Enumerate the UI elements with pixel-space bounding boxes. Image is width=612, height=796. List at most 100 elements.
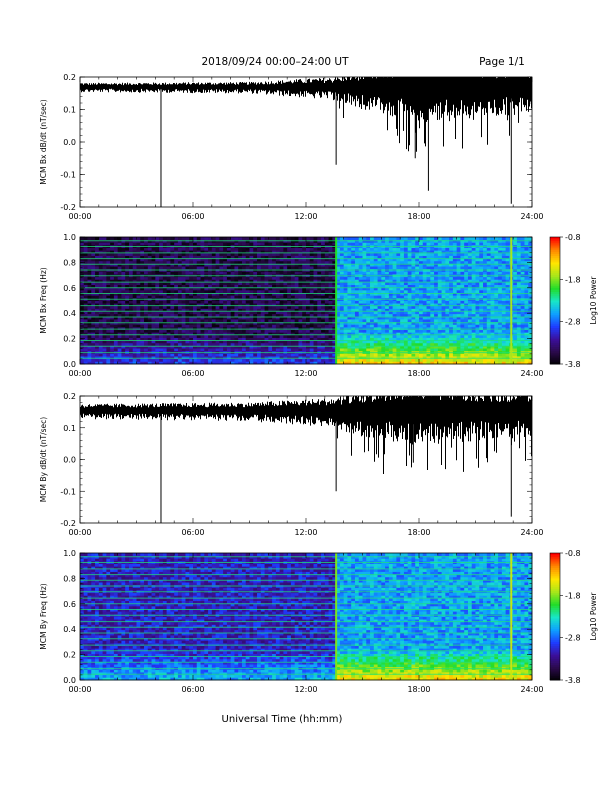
spectrogram-cell — [201, 277, 205, 280]
spectrogram-cell — [140, 271, 144, 274]
spectrogram-cell — [118, 261, 122, 264]
spectrogram-cell — [317, 237, 321, 240]
spectrogram-cell — [351, 290, 355, 293]
spectrogram-cell — [159, 330, 163, 333]
spectrogram-cell — [250, 237, 254, 240]
spectrogram-cell — [201, 324, 205, 327]
spectrogram-cell — [103, 343, 107, 346]
spectrogram-cell — [434, 306, 438, 309]
spectrogram-cell — [182, 261, 186, 264]
spectrogram-cell — [283, 353, 287, 356]
spectrogram-cell — [148, 271, 152, 274]
spectrogram-cell — [321, 359, 325, 362]
spectrogram-cell — [314, 261, 318, 264]
spectrogram-cell — [163, 242, 167, 245]
spectrogram-cell — [400, 353, 404, 356]
spectrogram-cell — [223, 271, 227, 274]
spectrogram-cell — [449, 301, 453, 304]
spectrogram-cell — [182, 324, 186, 327]
spectrogram-cell — [121, 301, 125, 304]
spectrogram-cell — [396, 306, 400, 309]
spectrogram-cell — [227, 248, 231, 251]
spectrogram-cell — [84, 290, 88, 293]
spectrogram-cell — [144, 266, 148, 269]
spectrogram-cell — [415, 319, 419, 322]
spectrogram-cell — [167, 290, 171, 293]
spectrogram-cell — [340, 242, 344, 245]
spectrogram-cell — [231, 261, 235, 264]
spectrogram-cell — [408, 324, 412, 327]
spectrogram-cell — [212, 295, 216, 298]
spectrogram-cell — [250, 301, 254, 304]
spectrogram-cell — [212, 330, 216, 333]
spectrogram-cell — [91, 348, 95, 351]
spectrogram-cell — [99, 359, 103, 362]
spectrogram-cell — [396, 319, 400, 322]
spectrogram-cell — [167, 237, 171, 240]
spectrogram-cell — [103, 242, 107, 245]
spectrogram-cell — [238, 348, 242, 351]
spectrogram-cell — [396, 335, 400, 338]
spectrogram-cell — [276, 330, 280, 333]
spectrogram-cell — [374, 277, 378, 280]
spectrogram-cell — [298, 353, 302, 356]
spectrogram-cell — [204, 295, 208, 298]
spectrogram-cell — [298, 261, 302, 264]
spectrogram-cell — [110, 343, 114, 346]
spectrogram-cell — [385, 319, 389, 322]
spectrogram-cell — [434, 290, 438, 293]
spectrogram-cell — [389, 248, 393, 251]
spectrogram-cell — [201, 353, 205, 356]
spectrogram-cell — [152, 343, 156, 346]
spectrogram-cell — [419, 242, 423, 245]
spectrogram-cell — [170, 330, 174, 333]
spectrogram-cell — [219, 271, 223, 274]
spectrogram-cell — [182, 248, 186, 251]
spectrogram-cell — [257, 237, 261, 240]
spectrogram-cell — [298, 266, 302, 269]
spectrogram-cell — [129, 314, 133, 317]
spectrogram-cell — [389, 306, 393, 309]
spectrogram-cell — [276, 237, 280, 240]
spectrogram-cell — [121, 261, 125, 264]
spectrogram-cell — [106, 330, 110, 333]
spectrogram-cell — [393, 343, 397, 346]
spectrogram-cell — [340, 295, 344, 298]
spectrogram-cell — [125, 324, 129, 327]
spectrogram-cell — [178, 330, 182, 333]
spectrogram-cell — [419, 319, 423, 322]
spectrogram-cell — [302, 242, 306, 245]
spectrogram-cell — [408, 266, 412, 269]
spectrogram-cell — [404, 348, 408, 351]
spectrogram-cell — [152, 301, 156, 304]
spectrogram-cell — [99, 335, 103, 338]
spectrogram-cell — [283, 242, 287, 245]
spectrogram-cell — [366, 242, 370, 245]
spectrogram-cell — [88, 261, 92, 264]
spectrogram-cell — [419, 306, 423, 309]
spectrogram-cell — [103, 348, 107, 351]
spectrogram-cell — [148, 285, 152, 288]
spectrogram-cell — [95, 295, 99, 298]
spectrogram-cell — [430, 359, 434, 362]
spectrogram-cell — [366, 319, 370, 322]
spectrogram-cell — [129, 242, 133, 245]
spectrogram-cell — [246, 290, 250, 293]
spectrogram-cell — [396, 290, 400, 293]
spectrogram-cell — [125, 330, 129, 333]
spectrogram-cell — [197, 242, 201, 245]
spectrogram-cell — [325, 306, 329, 309]
spectrogram-cell — [344, 348, 348, 351]
spectrogram-cell — [144, 285, 148, 288]
spectrogram-cell — [250, 271, 254, 274]
spectrogram-cell — [204, 301, 208, 304]
spectrogram-cell — [434, 261, 438, 264]
spectrogram-cell — [174, 348, 178, 351]
spectrogram-cell — [144, 359, 148, 362]
spectrogram-cell — [449, 277, 453, 280]
spectrogram-cell — [88, 295, 92, 298]
spectrogram-cell — [216, 237, 220, 240]
spectrogram-cell — [381, 295, 385, 298]
spectrogram-cell — [280, 359, 284, 362]
spectrogram-cell — [197, 301, 201, 304]
